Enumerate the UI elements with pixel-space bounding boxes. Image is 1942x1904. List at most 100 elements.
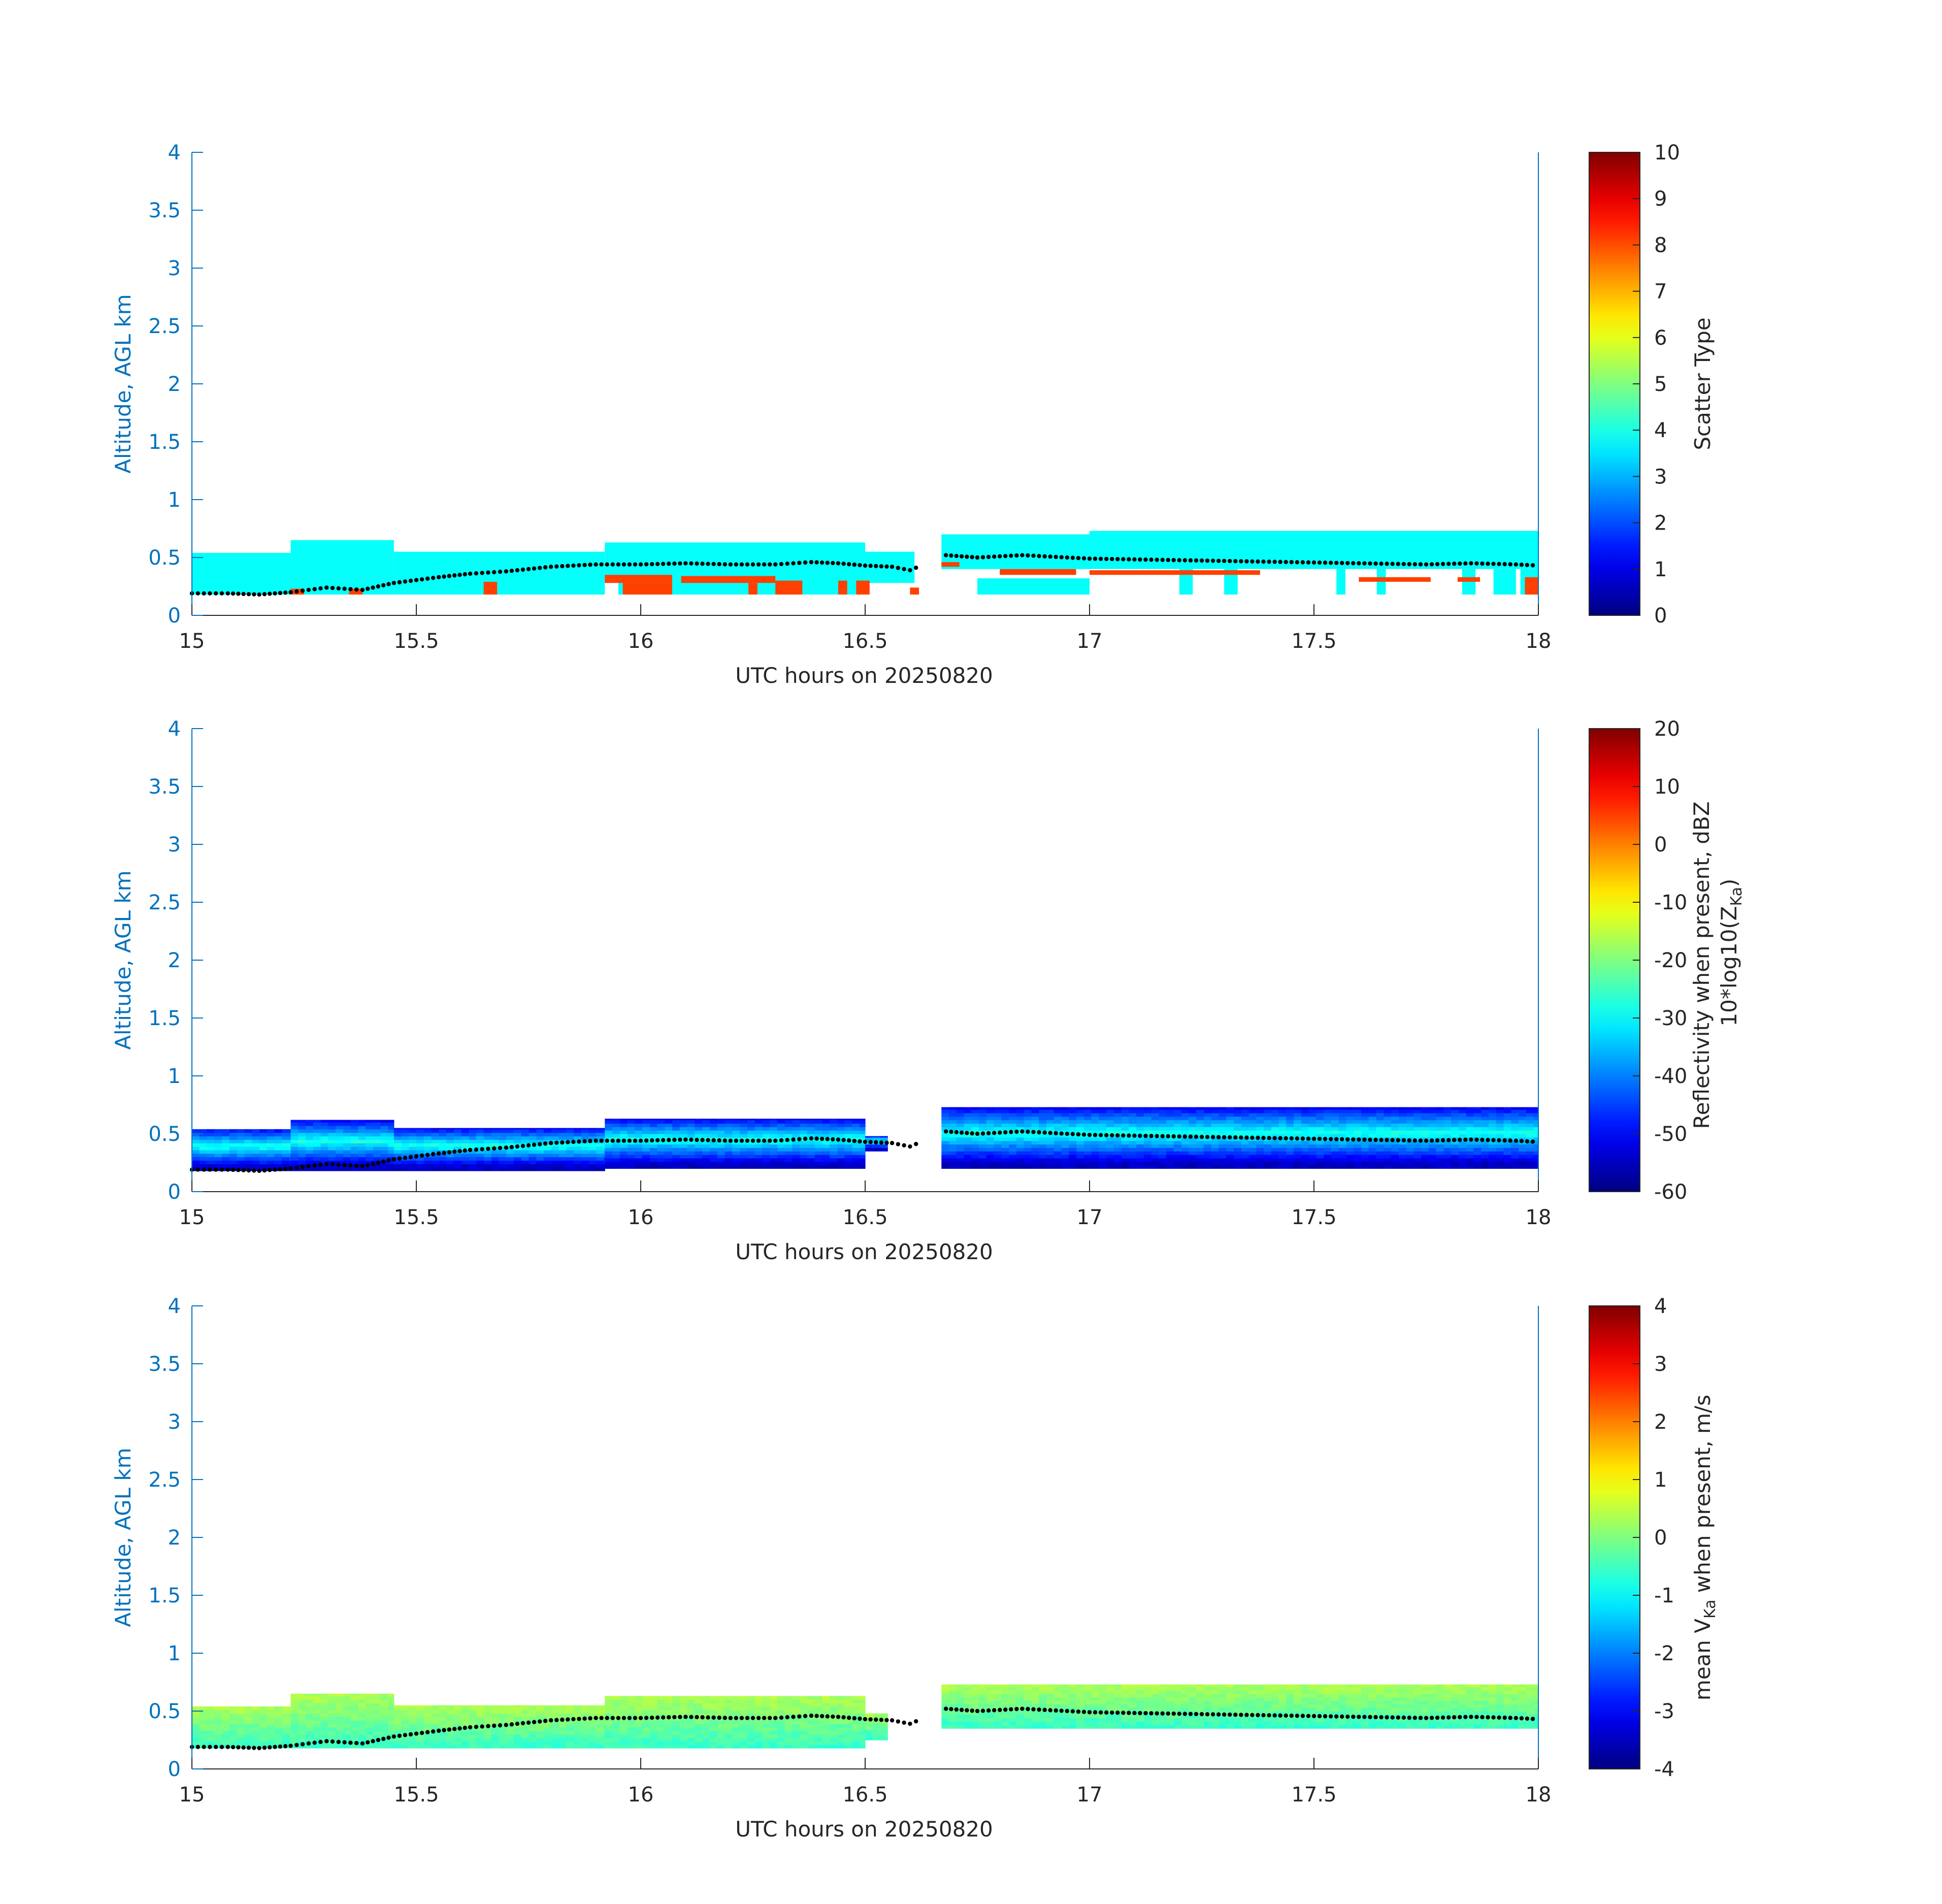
heatmap-cell xyxy=(1024,1704,1032,1708)
heatmap-cell xyxy=(506,1150,514,1154)
heatmap-cell xyxy=(687,1745,696,1749)
heatmap-cell xyxy=(544,1136,552,1140)
heatmap-cell xyxy=(725,1734,733,1738)
heatmap-cell xyxy=(1308,1123,1317,1127)
heatmap-cell xyxy=(1391,1158,1399,1162)
cloud-base-marker xyxy=(225,591,230,596)
heatmap-cell xyxy=(439,1705,447,1707)
heatmap-cell xyxy=(971,1123,979,1127)
heatmap-cell xyxy=(1271,1140,1279,1145)
heatmap-cell xyxy=(1338,1123,1347,1127)
cloud-base-marker xyxy=(498,1145,503,1151)
heatmap-cell xyxy=(1294,1107,1302,1110)
heatmap-cell xyxy=(1189,1158,1197,1162)
heatmap-cell xyxy=(1181,1109,1190,1113)
heatmap-cell xyxy=(267,1734,275,1738)
heatmap-cell xyxy=(1054,1120,1062,1124)
heatmap-cell xyxy=(679,1724,688,1728)
heatmap-cell xyxy=(439,1710,447,1714)
heatmap-cell xyxy=(949,1711,957,1715)
heatmap-cell xyxy=(416,1710,424,1714)
heatmap-cell xyxy=(358,1136,366,1140)
heatmap-cell xyxy=(499,1160,507,1164)
heatmap-cell xyxy=(695,1703,703,1707)
heatmap-cell xyxy=(252,1737,260,1742)
heatmap-cell xyxy=(740,1165,748,1169)
heatmap-cell xyxy=(431,1706,439,1711)
heatmap-cell xyxy=(792,1119,800,1121)
cloud-base-marker xyxy=(447,1150,452,1155)
heatmap-cell xyxy=(1091,1120,1099,1124)
heatmap-cell xyxy=(366,1724,374,1728)
heatmap-cell xyxy=(416,1132,424,1137)
heatmap-cell xyxy=(388,1143,394,1147)
heatmap-cell xyxy=(366,1706,374,1711)
heatmap-cell xyxy=(1009,1687,1017,1691)
heatmap-cell xyxy=(852,1144,860,1148)
heatmap-cell xyxy=(777,1696,785,1700)
heatmap-cell xyxy=(289,1724,291,1728)
heatmap-cell xyxy=(800,1147,808,1152)
heatmap-cell xyxy=(1143,1130,1152,1134)
heatmap-cell xyxy=(313,1139,321,1143)
heatmap-cell xyxy=(665,1703,673,1707)
cloud-base-marker xyxy=(1031,1130,1036,1134)
heatmap-cell xyxy=(214,1129,222,1133)
heatmap-cell xyxy=(1099,1714,1107,1719)
heatmap-cell xyxy=(1368,1147,1377,1152)
heatmap-cell xyxy=(754,1703,763,1707)
heatmap-cell xyxy=(320,1160,328,1164)
heatmap-cell xyxy=(762,1710,770,1714)
heatmap-cell xyxy=(1024,1109,1032,1113)
heatmap-cell xyxy=(949,1704,957,1708)
heatmap-cell xyxy=(800,1724,808,1728)
heatmap-cell xyxy=(1196,1151,1204,1155)
heatmap-cell xyxy=(229,1706,238,1711)
heatmap-cell xyxy=(1316,1147,1324,1152)
heatmap-cell xyxy=(1406,1112,1414,1117)
heatmap-cell xyxy=(409,1136,417,1140)
heatmap-cell xyxy=(986,1704,995,1708)
heatmap-cell xyxy=(665,1151,673,1155)
heatmap-cell xyxy=(1271,1151,1279,1155)
heatmap-cell xyxy=(1016,1127,1025,1131)
heatmap-cell xyxy=(747,1144,755,1148)
heatmap-cell xyxy=(1129,1161,1137,1166)
heatmap-cell xyxy=(289,1136,291,1140)
heatmap-cell xyxy=(506,1143,514,1147)
heatmap-cell xyxy=(1061,1700,1069,1704)
heatmap-cell xyxy=(702,1696,710,1700)
heatmap-cell xyxy=(1361,1127,1369,1131)
heatmap-cell xyxy=(1113,1158,1122,1162)
heatmap-cell xyxy=(844,1710,853,1714)
heatmap-cell xyxy=(1054,1140,1062,1145)
heatmap-cell xyxy=(343,1724,351,1728)
heatmap-cell xyxy=(1091,1690,1099,1694)
cloud-base-marker xyxy=(1115,1133,1120,1138)
heatmap-cell xyxy=(446,1734,454,1738)
heatmap-cell xyxy=(807,1127,815,1131)
heatmap-cell xyxy=(1054,1711,1062,1715)
heatmap-cell xyxy=(393,1720,402,1724)
heatmap-cell xyxy=(491,1164,500,1168)
heatmap-cell xyxy=(844,1134,853,1138)
heatmap-cell xyxy=(401,1737,409,1742)
heatmap-cell xyxy=(1368,1140,1377,1145)
heatmap-cell xyxy=(702,1158,710,1162)
heatmap-cell xyxy=(1294,1161,1302,1166)
heatmap-cell xyxy=(499,1720,507,1724)
heatmap-cell xyxy=(192,1730,200,1735)
heatmap-cell xyxy=(1451,1151,1459,1155)
heatmap-cell xyxy=(1076,1693,1084,1698)
heatmap-cell xyxy=(1009,1137,1017,1141)
heatmap-cell xyxy=(506,1741,514,1745)
heatmap-cell xyxy=(320,1150,328,1154)
heatmap-cell xyxy=(1413,1107,1422,1110)
heatmap-cell xyxy=(994,1107,1002,1110)
heatmap-cell xyxy=(483,1143,492,1147)
heatmap-cell xyxy=(1406,1165,1414,1169)
heatmap-cell xyxy=(784,1730,793,1735)
heatmap-cell xyxy=(1331,1155,1339,1159)
cloud-base-marker xyxy=(1160,557,1165,562)
heatmap-cell xyxy=(865,1716,873,1720)
